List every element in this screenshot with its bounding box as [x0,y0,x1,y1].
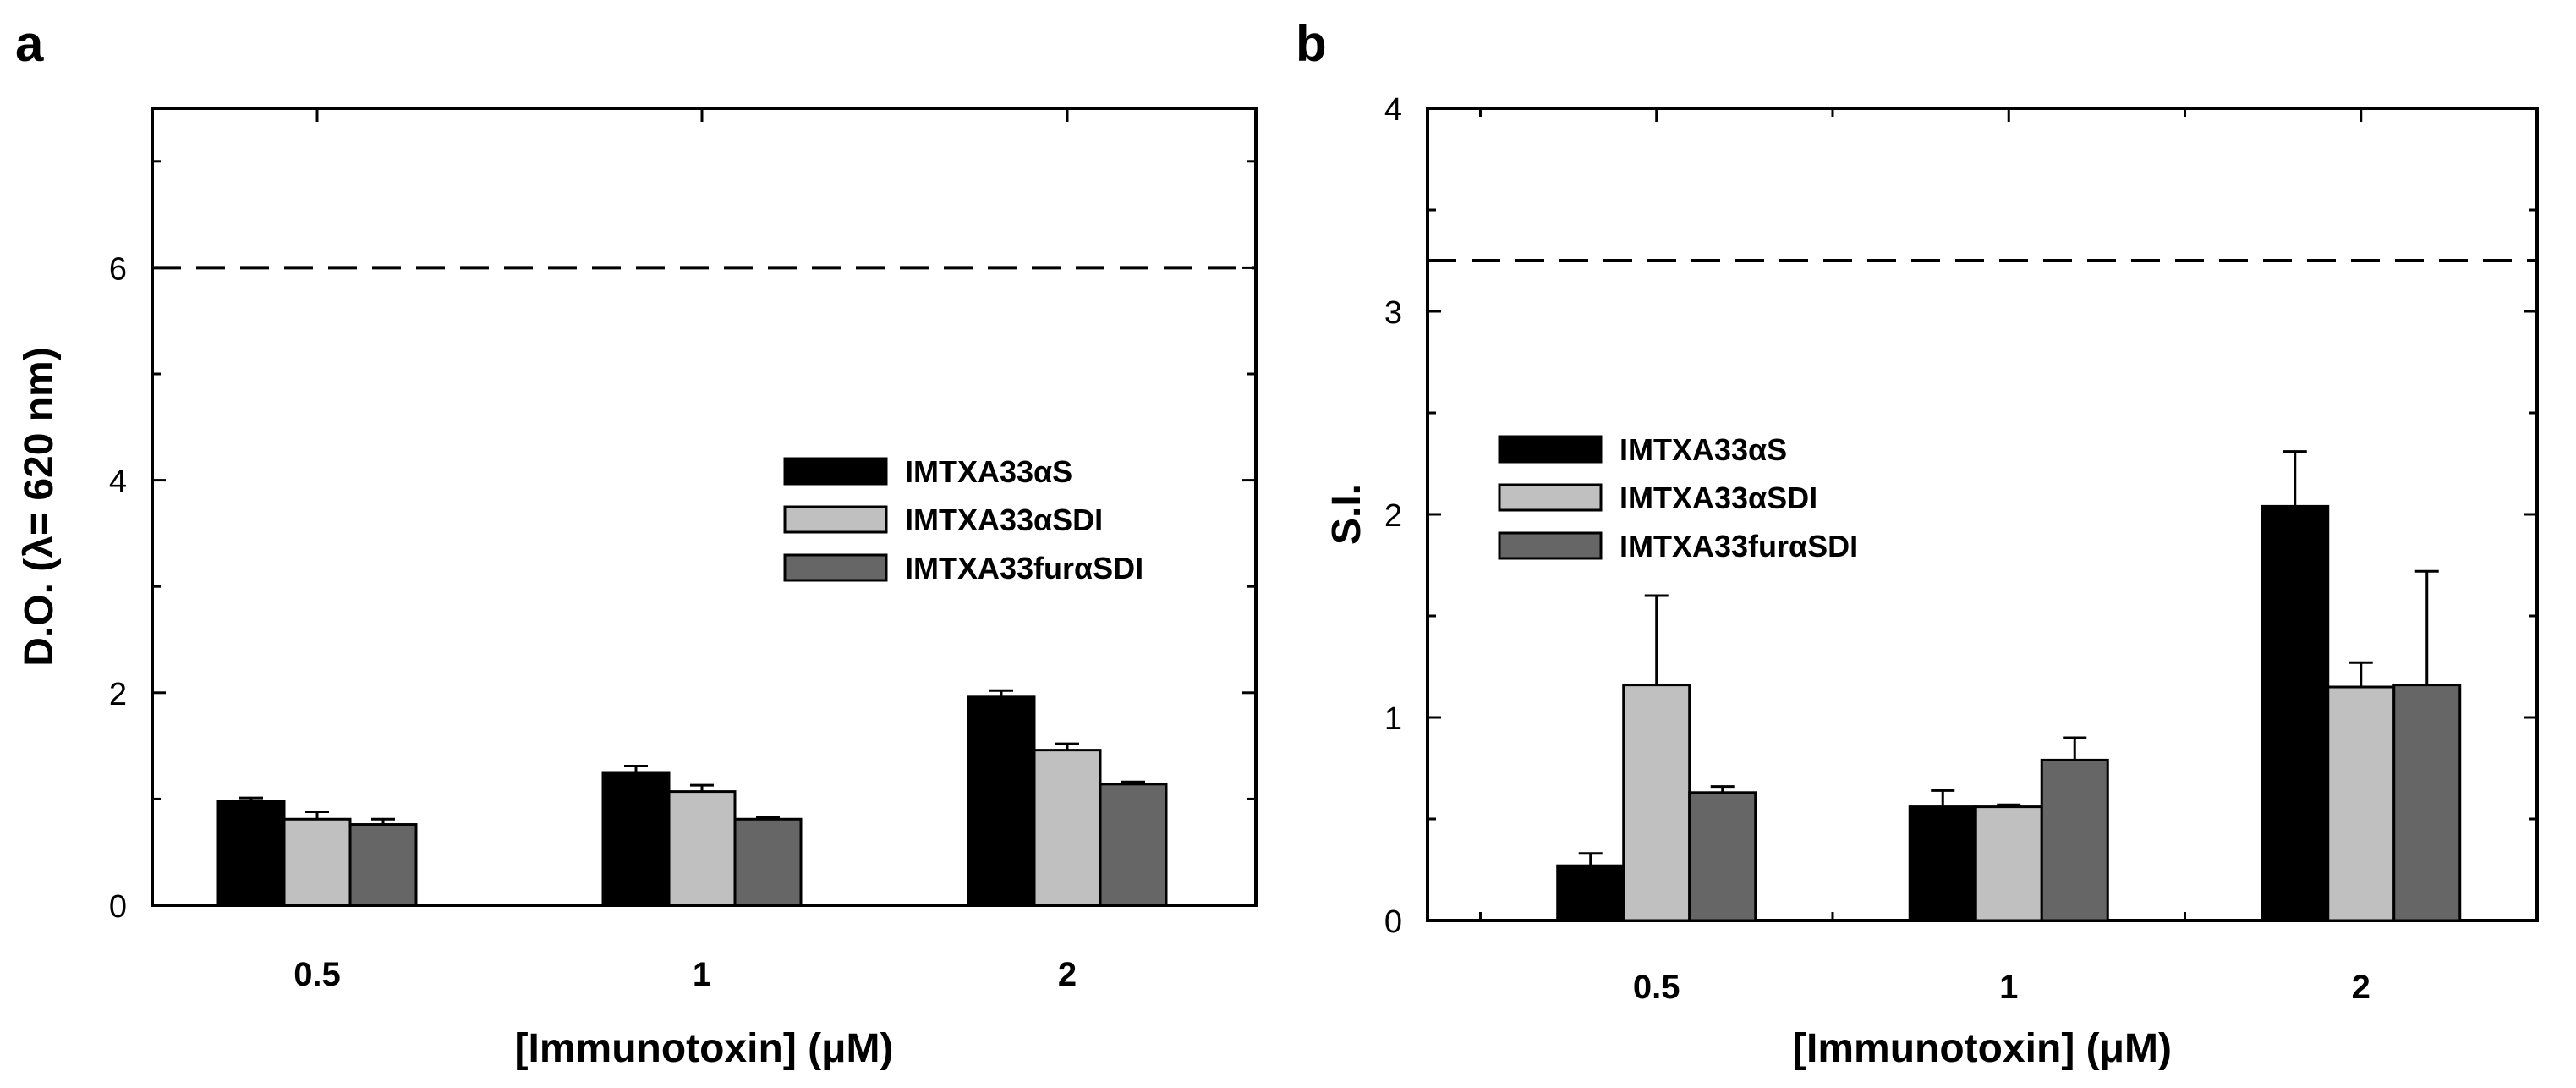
bar [2327,685,2396,922]
bar [1908,805,1977,922]
legend-swatch [783,505,888,534]
x-axis-title: [Immunotoxin] (μM) [1793,1026,2172,1071]
legend-label: IMTXA33αSDI [1620,481,1817,515]
bar [216,800,286,907]
x-tick-label: 0.5 [293,956,341,993]
y-axis-title: S.I. [1324,484,1369,545]
bar [967,695,1036,907]
legend-label: IMTXA33furαSDI [905,551,1143,585]
bar [1033,749,1102,907]
chart-panel-a: a 0 2 4 6 0.5 1 2 [Immunotoxin] (μM) D.O. (λ= 620… [15,15,1258,1071]
legend-swatch [1498,531,1603,560]
y-tick-label: 0 [1384,904,1402,940]
x-tick-label: 1 [1999,969,2018,1006]
y-tick-label: 4 [1384,92,1402,128]
legend-label: IMTXA33furαSDI [1620,529,1858,563]
panel-label: a [15,15,44,72]
y-tick-label: 3 [1384,295,1402,331]
legend-label: IMTXA33αSDI [905,503,1103,537]
x-tick-label: 0.5 [1633,969,1680,1006]
bar [1622,684,1691,922]
x-tick-label: 2 [2352,969,2370,1006]
bar [601,771,671,907]
legend-swatch [783,457,888,486]
legend-swatch [1498,435,1603,464]
x-tick-label: 2 [1058,956,1077,993]
bar [667,790,737,907]
x-tick-label: 1 [693,956,711,993]
bar [282,817,352,907]
bar [348,823,418,907]
chart-panel-b: b 0 1 2 3 4 0.5 1 2 [Immunotoxin] (μM) S.I. IMTXA33… [1296,15,2539,1071]
bar [733,817,803,907]
bar [2040,758,2109,922]
bar [2392,684,2462,922]
bar [1688,791,1757,922]
legend-label: IMTXA33αS [905,454,1072,489]
bar [1556,864,1625,922]
y-tick-label: 4 [109,464,127,500]
y-tick-label: 2 [109,677,127,712]
panel-label: b [1296,15,1327,72]
bar [1974,805,2043,922]
legend-swatch [1498,483,1603,512]
legend-label: IMTXA33αS [1620,432,1787,467]
y-tick-label: 6 [109,251,127,287]
x-axis-title: [Immunotoxin] (μM) [515,1026,894,1071]
bar [2261,504,2330,922]
y-tick-label: 2 [1384,498,1402,534]
bar [1099,783,1168,907]
y-tick-label: 1 [1384,701,1402,737]
legend-swatch [783,553,888,582]
y-tick-label: 0 [109,889,127,925]
y-axis-title: D.O. (λ= 620 nm) [17,347,62,666]
